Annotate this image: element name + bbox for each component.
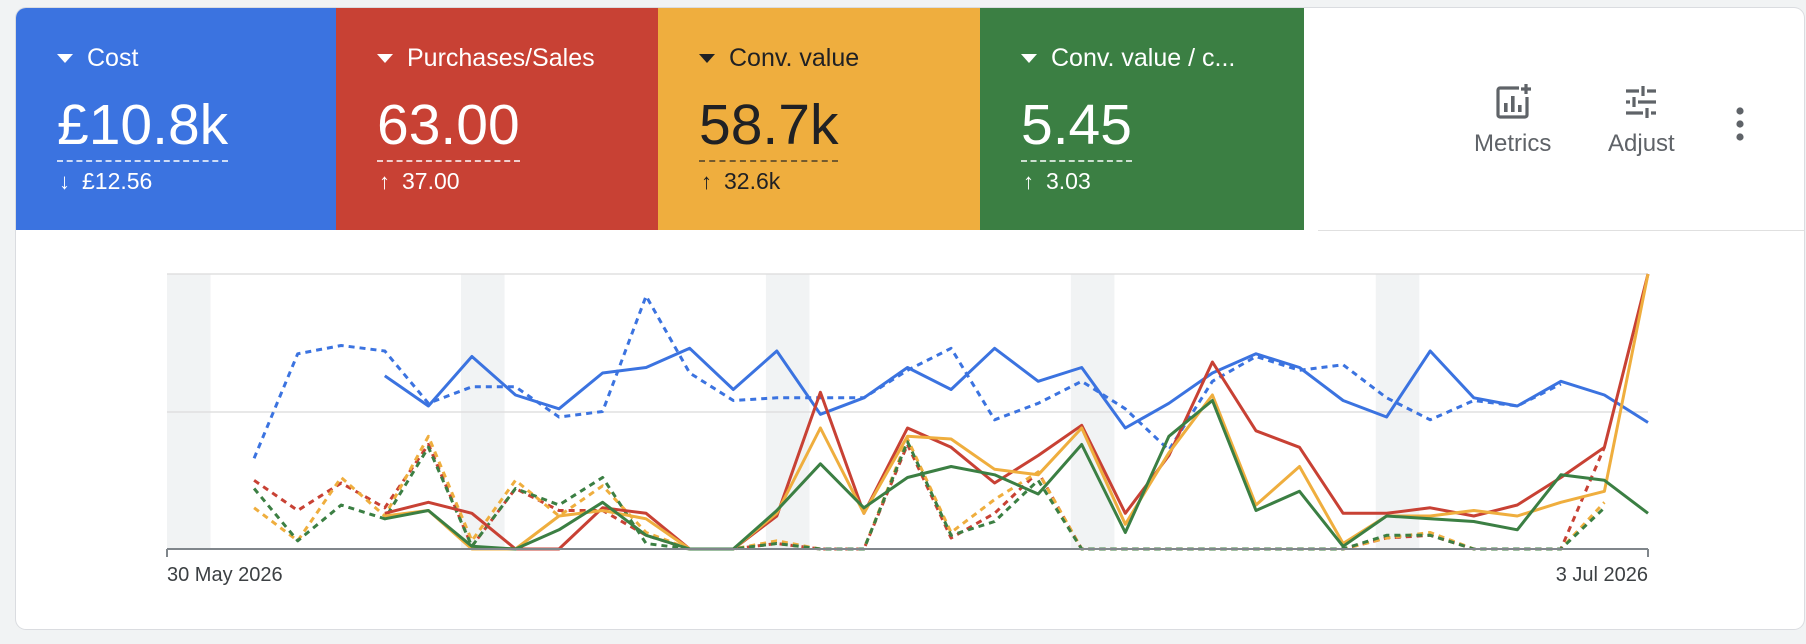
adjust-label: Adjust bbox=[1608, 130, 1675, 157]
arrow-up-icon: ↑ bbox=[701, 168, 712, 194]
caret-down-icon bbox=[1021, 54, 1037, 63]
series-line-conv-value-comparison bbox=[253, 434, 1606, 551]
metrics-add-icon bbox=[1496, 84, 1531, 119]
metric-tile-conv-value[interactable]: Conv. value 58.7k ↑ 32.6k bbox=[658, 8, 980, 230]
x-label-end: 3 Jul 2026 bbox=[1556, 564, 1648, 586]
metric-title: Cost bbox=[87, 44, 139, 72]
metric-title: Conv. value / c... bbox=[1051, 44, 1236, 72]
delta-value: 3.03 bbox=[1046, 168, 1091, 194]
metric-selector[interactable]: Cost bbox=[57, 44, 138, 73]
caret-down-icon bbox=[57, 54, 73, 63]
metric-selector[interactable]: Conv. value bbox=[699, 44, 859, 73]
delta-value: 37.00 bbox=[402, 168, 460, 194]
metric-delta: ↑ 32.6k bbox=[701, 168, 780, 195]
metric-value[interactable]: 63.00 bbox=[377, 92, 520, 162]
line-chart: 30 May 2026 3 Jul 2026 bbox=[166, 273, 1650, 586]
metric-selector[interactable]: Purchases/Sales bbox=[377, 44, 595, 73]
performance-chart: 30 May 2026 3 Jul 2026 bbox=[16, 230, 1804, 629]
caret-down-icon bbox=[699, 54, 715, 63]
gridlines bbox=[167, 273, 1648, 413]
metric-title: Purchases/Sales bbox=[407, 44, 595, 72]
series-line-purchases-sales-current bbox=[384, 273, 1650, 551]
chart-toolbar: Metrics Adjust bbox=[1318, 8, 1804, 231]
metric-value[interactable]: 58.7k bbox=[699, 92, 839, 162]
tune-icon bbox=[1626, 86, 1657, 118]
metric-tiles: Cost £10.8k ↓ £12.56 Purchases/Sales 63.0… bbox=[16, 8, 1304, 230]
metric-tile-conv-value-per-cost[interactable]: Conv. value / c... 5.45 ↑ 3.03 bbox=[980, 8, 1304, 230]
metric-title: Conv. value bbox=[729, 44, 860, 72]
series-line-cost-comparison bbox=[252, 294, 1562, 459]
arrow-up-icon: ↑ bbox=[379, 168, 390, 194]
more-options-button[interactable] bbox=[1734, 106, 1746, 147]
series-line-cost-current bbox=[383, 346, 1649, 430]
metric-tile-cost[interactable]: Cost £10.8k ↓ £12.56 bbox=[16, 8, 336, 230]
metrics-label: Metrics bbox=[1474, 130, 1552, 157]
metric-value[interactable]: £10.8k bbox=[57, 92, 229, 162]
metric-delta: ↑ 37.00 bbox=[379, 168, 460, 195]
more-vert-icon bbox=[1736, 107, 1744, 141]
performance-card: Cost £10.8k ↓ £12.56 Purchases/Sales 63.0… bbox=[16, 8, 1804, 629]
caret-down-icon bbox=[377, 54, 393, 63]
arrow-up-icon: ↑ bbox=[1023, 168, 1034, 194]
x-label-start: 30 May 2026 bbox=[167, 564, 283, 586]
adjust-button[interactable]: Adjust bbox=[1608, 82, 1675, 158]
series-line-conv-value-current bbox=[384, 273, 1650, 551]
metric-delta: ↓ £12.56 bbox=[59, 168, 152, 195]
series-line-conv-value-conv--comparison bbox=[252, 440, 1606, 551]
metric-value[interactable]: 5.45 bbox=[1021, 92, 1132, 162]
metric-selector[interactable]: Conv. value / c... bbox=[1021, 44, 1235, 73]
series-lines bbox=[252, 273, 1650, 551]
delta-value: 32.6k bbox=[724, 168, 781, 194]
metric-tile-purchases[interactable]: Purchases/Sales 63.00 ↑ 37.00 bbox=[336, 8, 658, 230]
series-line-conv-value-conv--current bbox=[384, 399, 1649, 551]
metrics-button[interactable]: Metrics bbox=[1474, 82, 1551, 158]
delta-value: £12.56 bbox=[82, 168, 153, 194]
metric-delta: ↑ 3.03 bbox=[1023, 168, 1091, 195]
arrow-down-icon: ↓ bbox=[59, 168, 70, 194]
